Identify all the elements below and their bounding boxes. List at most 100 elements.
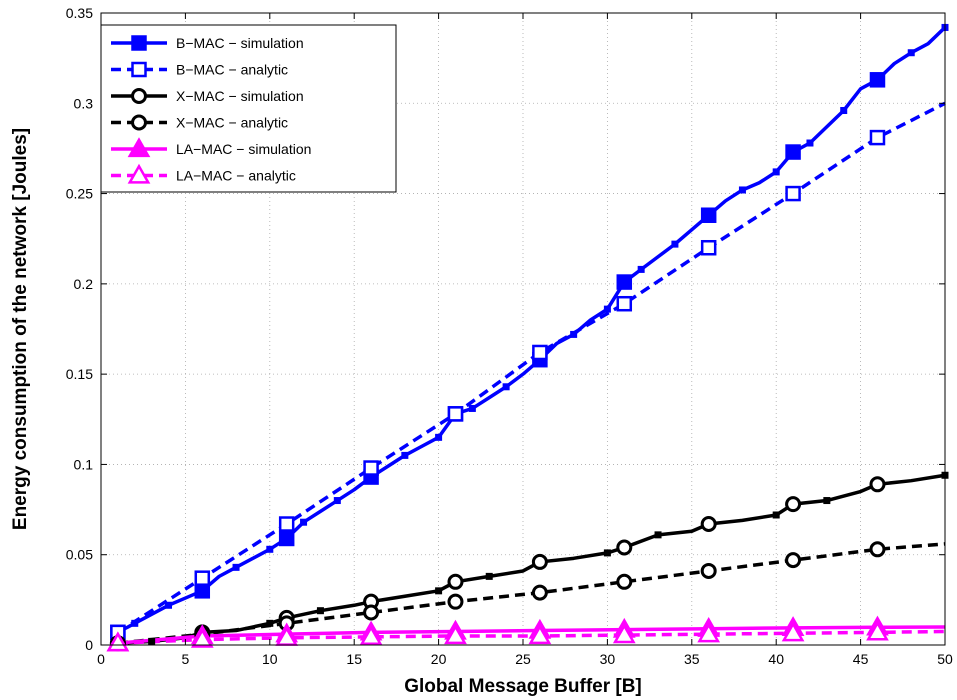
series-marker-1: [194, 583, 211, 599]
series-marker-6: [444, 624, 467, 645]
x-tick-label: 50: [937, 651, 953, 667]
series-point-1: [603, 305, 611, 313]
series-marker-3: [616, 539, 633, 556]
series-marker-4: [616, 573, 633, 590]
series-marker-6: [528, 624, 552, 645]
x-tick-label: 30: [600, 651, 616, 667]
series-point-1: [333, 497, 341, 505]
legend-label-6: LA−MAC − analytic: [176, 168, 296, 184]
y-axis-label: Energy consumption of the network [Joule…: [10, 128, 31, 530]
x-tick-label: 20: [431, 651, 447, 667]
series-marker-4: [531, 584, 548, 601]
y-tick-label: 0.15: [66, 366, 93, 382]
series-point-3: [823, 497, 831, 505]
y-tick-label: 0.3: [74, 95, 94, 111]
series-point-1: [806, 139, 814, 147]
y-tick-label: 0.1: [74, 456, 94, 472]
series-point-3: [603, 549, 611, 557]
series-marker-3: [531, 553, 548, 570]
series-marker-2: [532, 344, 548, 361]
series-marker-4: [785, 552, 802, 569]
x-tick-label: 5: [182, 651, 190, 667]
legend-marker-2: [131, 61, 147, 78]
series-point-3: [772, 511, 780, 519]
axis-tick-labels: 0 5 10 15 20 25 30 35 40 45 50 0 0.05 0.1 0.15 0.2 0.25 0…: [66, 5, 953, 667]
series-point-1: [165, 601, 173, 609]
series-point-3: [148, 637, 156, 645]
legend-marker-6: [127, 163, 151, 184]
legend-label-3: X−MAC − simulation: [176, 88, 304, 104]
series-point-1: [502, 383, 510, 391]
x-tick-label: 10: [262, 651, 278, 667]
series-marker-2: [785, 185, 801, 202]
series-marker-6: [781, 621, 805, 642]
series-point-1: [300, 518, 308, 526]
legend-marker-4: [131, 114, 147, 131]
legend-box: [100, 24, 397, 193]
series-marker-3: [700, 516, 717, 533]
legend-marker-1: [131, 35, 147, 51]
series-marker-1: [278, 530, 295, 547]
series-point-3: [485, 572, 493, 580]
legend-label-2: B−MAC − analytic: [176, 62, 288, 78]
series-point-1: [131, 619, 139, 627]
series-point-1: [232, 563, 240, 571]
series-marker-2: [194, 570, 211, 586]
series-marker-6: [697, 622, 721, 643]
legend-label-4: X−MAC − analytic: [176, 115, 288, 131]
y-tick-label: 0.25: [66, 186, 93, 202]
series-point-1: [570, 330, 578, 338]
series-point-1: [401, 451, 409, 459]
series-point-1: [468, 404, 476, 412]
x-tick-label: 35: [684, 651, 700, 667]
series-point-3: [654, 531, 662, 539]
series-point-1: [637, 265, 645, 273]
series-marker-4: [700, 562, 717, 579]
series-marker-1: [700, 207, 717, 223]
legend: B−MAC − simulation B−MAC − analytic X−MAC …: [100, 24, 397, 193]
series-marker-2: [278, 516, 295, 532]
series-marker-3: [869, 476, 886, 493]
series-marker-1: [616, 274, 633, 290]
series-line-2: [116, 101, 946, 634]
series-marker-2: [869, 129, 886, 146]
y-tick-label: 0.35: [66, 5, 93, 21]
series-marker-6: [359, 625, 383, 646]
series-marker-2: [447, 406, 464, 422]
axis-ticks: [100, 12, 946, 646]
series-point-1: [907, 49, 915, 57]
series-marker-1: [785, 144, 801, 160]
series-marker-6: [106, 631, 130, 652]
legend-label-5: LA−MAC − simulation: [176, 141, 311, 157]
series-marker-2: [700, 239, 717, 256]
series-point-1: [772, 168, 780, 176]
series-point-1: [266, 545, 274, 553]
legend-marker-3: [131, 88, 147, 104]
y-tick-label: 0.2: [74, 276, 94, 292]
series-point-3: [266, 619, 274, 627]
series-marker-6: [190, 627, 214, 648]
series-marker-4: [363, 604, 380, 621]
x-tick-label: 25: [515, 651, 531, 667]
series-marker-3: [447, 573, 464, 590]
legend-marker-5: [127, 137, 151, 158]
x-tick-label: 40: [768, 651, 784, 667]
series-point-1: [840, 107, 848, 115]
series-point-1: [671, 240, 679, 248]
x-tick-label: 15: [346, 651, 362, 667]
x-tick-label: 45: [853, 651, 869, 667]
series-marker-4: [869, 541, 886, 558]
y-tick-label: 0: [85, 637, 93, 653]
series-marker-1: [869, 72, 886, 88]
y-tick-label: 0.05: [66, 547, 93, 563]
series-markers: [106, 23, 949, 652]
series-marker-3: [785, 496, 802, 513]
x-tick-label: 0: [97, 651, 105, 667]
series-point-1: [435, 433, 443, 441]
series-point-1: [738, 186, 746, 194]
series-point-3: [435, 587, 443, 595]
series-marker-6: [612, 623, 636, 644]
x-axis-label: Global Message Buffer [B]: [404, 676, 642, 697]
series-marker-2: [363, 460, 379, 476]
